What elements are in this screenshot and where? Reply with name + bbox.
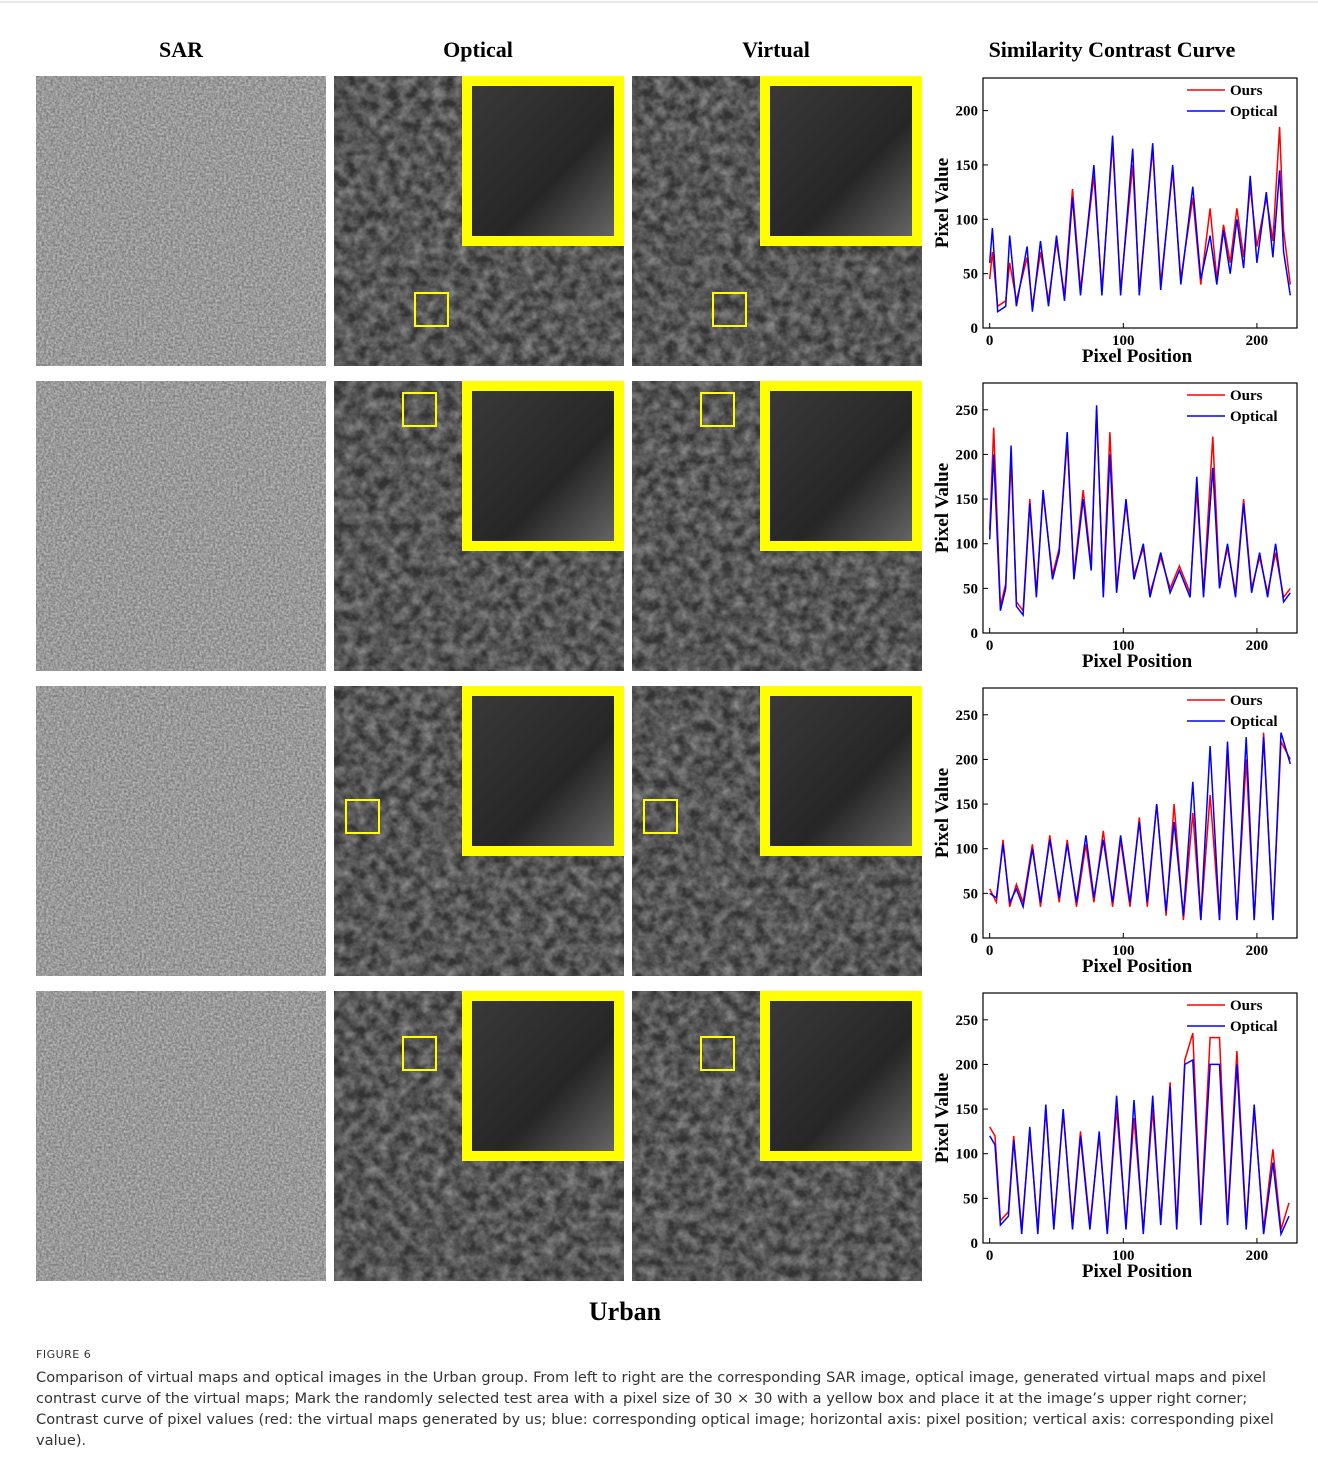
zoom-inset — [467, 386, 619, 546]
x-tick-label: 0 — [986, 333, 994, 349]
zoom-inset — [765, 386, 917, 546]
legend-label: Optical — [1230, 714, 1278, 730]
legend-label: Optical — [1230, 104, 1278, 120]
y-tick-label: 200 — [956, 752, 979, 768]
data-line — [990, 136, 1291, 312]
y-tick-label: 150 — [956, 492, 979, 508]
y-tick-label: 50 — [963, 581, 978, 597]
y-tick-label: 150 — [956, 1102, 979, 1118]
y-tick-label: 0 — [971, 1236, 979, 1252]
x-tick-label: 200 — [1246, 638, 1269, 654]
y-tick-label: 200 — [956, 104, 979, 120]
x-axis-label: Pixel Position — [1082, 956, 1193, 977]
data-line — [990, 1060, 1289, 1234]
group-label: Urban — [589, 1297, 662, 1326]
caption: FIGURE 6 Comparison of virtual maps and … — [36, 1348, 1298, 1451]
column-header: Similarity Contrast Curve — [989, 37, 1236, 62]
image-texture — [36, 76, 326, 366]
legend-label: Ours — [1230, 83, 1263, 99]
zoom-inset — [765, 81, 917, 241]
y-axis-label: Pixel Value — [932, 463, 953, 553]
y-axis-label: Pixel Value — [932, 158, 953, 248]
data-line — [990, 733, 1291, 921]
legend-label: Ours — [1230, 693, 1263, 709]
y-tick-label: 150 — [956, 797, 979, 813]
legend-label: Ours — [1230, 998, 1263, 1014]
y-tick-label: 200 — [956, 1057, 979, 1073]
x-tick-label: 200 — [1246, 333, 1269, 349]
legend-label: Ours — [1230, 388, 1263, 404]
x-axis-label: Pixel Position — [1082, 1261, 1193, 1282]
y-tick-label: 0 — [971, 931, 979, 947]
y-tick-label: 100 — [956, 212, 979, 228]
zoom-inset — [765, 691, 917, 851]
image-texture — [36, 991, 326, 1281]
y-tick-label: 150 — [956, 158, 979, 174]
x-tick-label: 0 — [986, 1248, 994, 1264]
zoom-inset — [765, 996, 917, 1156]
legend-label: Optical — [1230, 409, 1278, 425]
y-tick-label: 100 — [956, 1147, 979, 1163]
y-tick-label: 200 — [956, 447, 979, 463]
image-texture — [36, 381, 326, 671]
x-tick-label: 200 — [1246, 1248, 1269, 1264]
y-tick-label: 50 — [963, 267, 978, 283]
zoom-inset — [467, 691, 619, 851]
x-axis-label: Pixel Position — [1082, 651, 1193, 672]
image-texture — [36, 686, 326, 976]
y-tick-label: 50 — [963, 1191, 978, 1207]
legend-label: Optical — [1230, 1019, 1278, 1035]
zoom-inset — [467, 996, 619, 1156]
caption-text: Comparison of virtual maps and optical i… — [36, 1367, 1298, 1451]
column-header: Optical — [443, 37, 513, 62]
y-tick-label: 100 — [956, 842, 979, 858]
x-tick-label: 0 — [986, 638, 994, 654]
y-tick-label: 0 — [971, 321, 979, 337]
y-tick-label: 100 — [956, 537, 979, 553]
x-axis-label: Pixel Position — [1082, 346, 1193, 367]
y-tick-label: 250 — [956, 1013, 979, 1029]
column-header: SAR — [159, 37, 204, 62]
y-axis-label: Pixel Value — [932, 1073, 953, 1163]
caption-label: FIGURE 6 — [36, 1348, 1298, 1361]
zoom-inset — [467, 81, 619, 241]
x-tick-label: 200 — [1246, 943, 1269, 959]
y-tick-label: 0 — [971, 626, 979, 642]
y-axis-label: Pixel Value — [932, 768, 953, 858]
y-tick-label: 250 — [956, 708, 979, 724]
x-tick-label: 0 — [986, 943, 994, 959]
page: SAR Optical Virtual Similarity Contrast … — [0, 0, 1318, 1479]
figure: SAR Optical Virtual Similarity Contrast … — [0, 0, 1318, 1335]
column-header: Virtual — [742, 37, 810, 62]
y-tick-label: 250 — [956, 403, 979, 419]
y-tick-label: 50 — [963, 886, 978, 902]
